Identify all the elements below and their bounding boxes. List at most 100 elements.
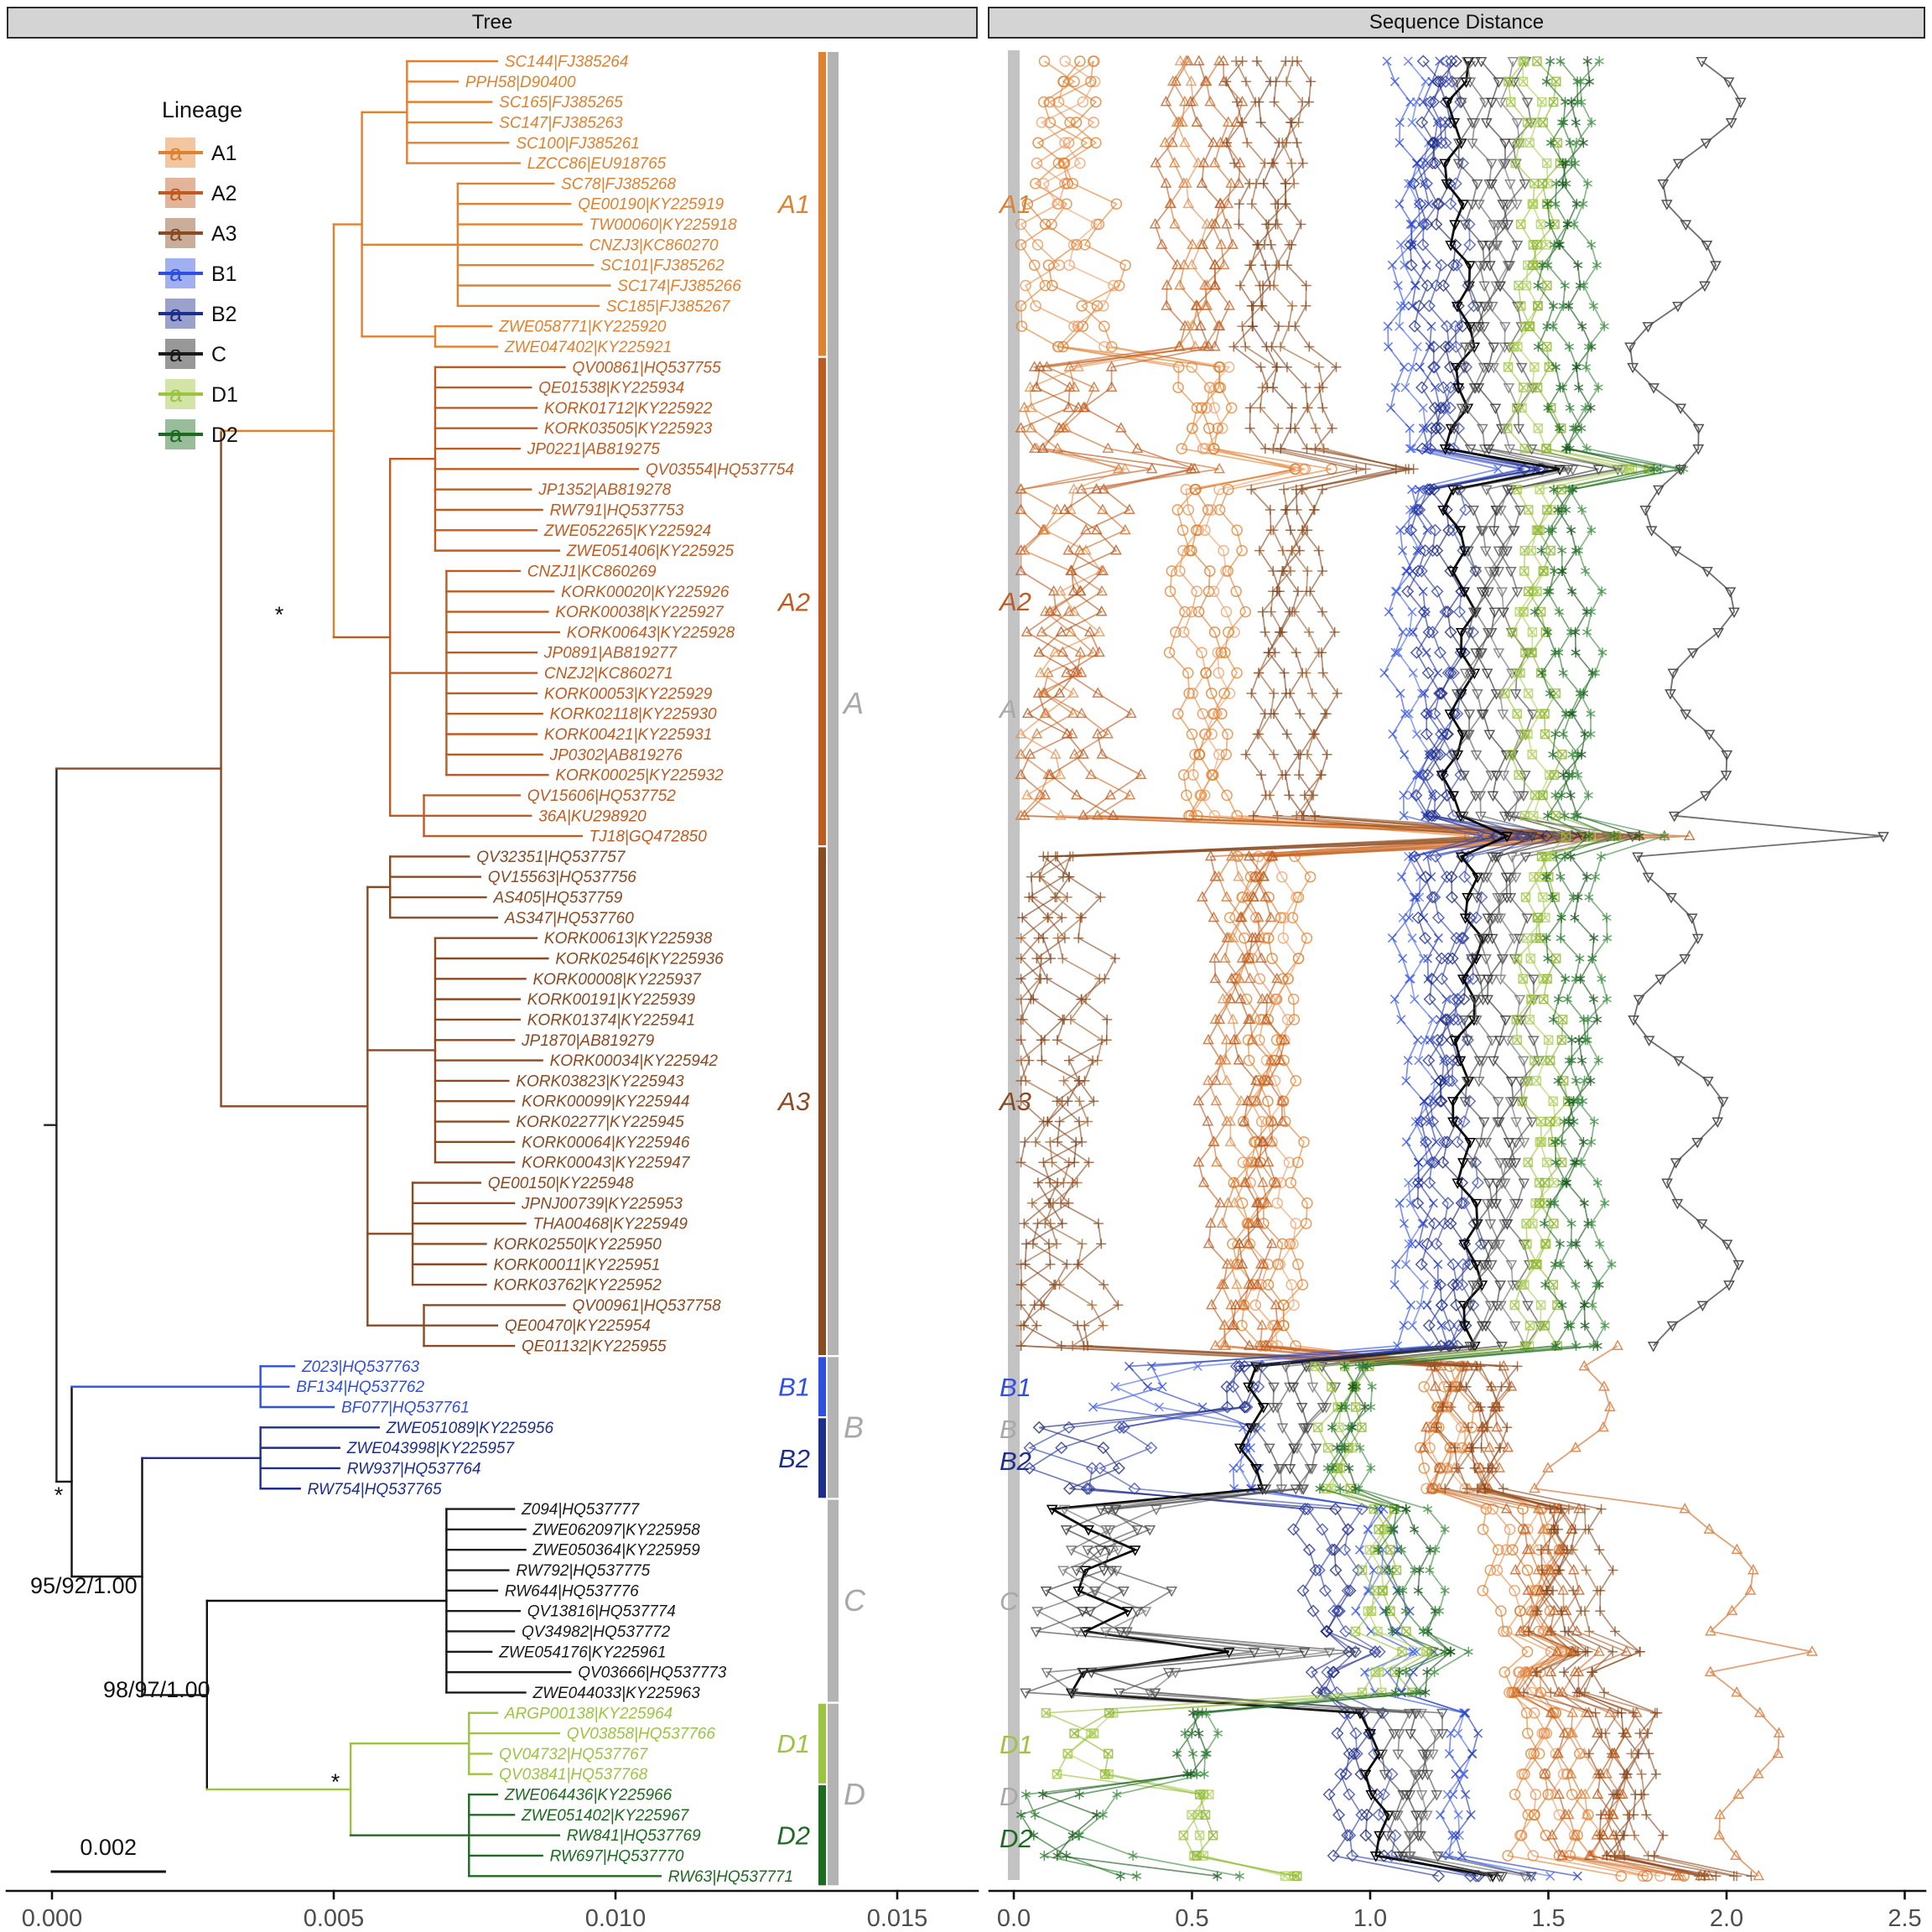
distance-trace-A3-5 <box>1054 60 1752 1877</box>
distance-markers-A2-2 <box>1015 55 1688 1881</box>
tip-label: SC144|FJ385264 <box>505 54 629 71</box>
distance-trace-B1-0 <box>1093 60 1532 1877</box>
tip-label: QE01538|KY225934 <box>538 380 684 397</box>
tip-label: QE00470|KY225954 <box>505 1317 651 1335</box>
distance-markers-D1-1 <box>1062 56 1638 1882</box>
tip-label: CNZJ2|KC860271 <box>544 665 673 683</box>
distance-trace-D2-3 <box>1077 60 1684 1877</box>
legend-item-B2: a B2 <box>158 299 237 329</box>
legend-item-label: A1 <box>211 142 237 165</box>
tip-label: KORK02277|KY225945 <box>516 1114 684 1131</box>
distance-clade-label-D: D <box>1000 1782 1018 1811</box>
tip-label: RW697|HQ537770 <box>550 1847 684 1865</box>
distance-trace-A1-3 <box>1040 60 1661 1877</box>
clade-group-bar-A <box>828 52 839 1356</box>
support-label: 98/97/1.00 <box>103 1677 210 1702</box>
distance-clade-label-A1: A1 <box>998 190 1031 219</box>
legend-key-glyph: a <box>169 422 183 447</box>
tip-label: ZWE064436|KY225966 <box>504 1787 673 1805</box>
axis-tick-label: 0.000 <box>22 1905 83 1932</box>
legend-key-glyph: a <box>169 341 183 366</box>
tip-label: QE00190|KY225919 <box>578 196 724 214</box>
zero-distance-band <box>1008 50 1020 1880</box>
distance-markers-A2-1 <box>1015 55 1685 1881</box>
tip-label: ZWE044033|KY225963 <box>532 1685 700 1702</box>
tip-label: SC165|FJ385265 <box>499 94 623 112</box>
tip-label: KORK02550|KY225950 <box>493 1236 662 1254</box>
legend-item-label: B2 <box>211 303 237 326</box>
tip-label: KORK00191|KY225939 <box>527 991 696 1009</box>
tip-label: KORK02546|KY225936 <box>555 950 724 968</box>
clade-group-bar-B <box>828 1357 839 1498</box>
tip-label: ZWE052265|KY225924 <box>543 522 711 540</box>
clade-bar-label: B1 <box>778 1373 810 1402</box>
axis-tick-label: 0.5 <box>1175 1905 1208 1932</box>
tip-label: RW937|HQ537764 <box>347 1460 481 1478</box>
distance-clade-label-D2: D2 <box>1000 1824 1033 1853</box>
legend-key-glyph: a <box>169 140 183 165</box>
clade-bar-A2 <box>818 357 826 846</box>
distance-trace-A2-1 <box>1019 60 1680 1877</box>
tip-label: 36A|KU298920 <box>538 808 647 825</box>
tip-label: RW63|HQ537771 <box>668 1868 793 1886</box>
support-label: * <box>55 1483 64 1508</box>
tip-label: QV03666|HQ537773 <box>578 1665 727 1682</box>
tip-label: CNZJ3|KC860270 <box>589 236 719 254</box>
tip-label: TJ18|GQ472850 <box>589 828 708 846</box>
distance-trace-C-outlier0 <box>1629 60 1884 1347</box>
distance-markers-C-0 <box>1046 57 1566 1883</box>
support-label: * <box>331 1769 340 1794</box>
clade-bar-label: A2 <box>776 587 810 616</box>
tip-label: RW791|HQ537753 <box>550 501 684 519</box>
tip-label: SC147|FJ385263 <box>499 114 623 132</box>
clade-bar-label: D2 <box>776 1821 810 1851</box>
distance-panel: A1 A2 A A3 B1 BB2 C D1 D D2 <box>998 50 1889 1883</box>
tip-label: QV00861|HQ537755 <box>573 359 722 377</box>
distance-trace-D1-2 <box>1072 60 1649 1877</box>
tip-label: KORK00008|KY225937 <box>532 971 702 989</box>
tip-label: AS405|HQ537759 <box>492 890 622 907</box>
axis-tick-label: 2.5 <box>1888 1905 1921 1932</box>
tip-label: RW841|HQ537769 <box>567 1827 701 1845</box>
distance-markers-B1-2 <box>1124 56 1582 1881</box>
distance-trace-D2-0 <box>1020 60 1654 1877</box>
tip-label: AS347|HQ537760 <box>504 910 634 927</box>
tip-label: QE01132|KY225955 <box>522 1338 667 1356</box>
legend-item-A3: a A3 <box>158 218 237 248</box>
tip-label: ZWE054176|KY225961 <box>498 1644 666 1661</box>
tip-label: QV03841|HQ537768 <box>499 1766 648 1784</box>
tip-label: KORK02118|KY225930 <box>550 706 717 724</box>
clade-group-label: D <box>844 1777 865 1811</box>
tip-label: KORK00421|KY225931 <box>544 726 712 744</box>
tip-label: KORK00011|KY225951 <box>493 1256 660 1274</box>
tip-label: ZWE047402|KY225921 <box>504 339 672 356</box>
tip-label: JP0302|AB819276 <box>549 746 683 764</box>
tip-label: Z094|HQ537777 <box>521 1501 641 1519</box>
distance-panel-header: Sequence Distance <box>988 7 1925 39</box>
tip-label: KORK00643|KY225928 <box>567 624 735 641</box>
tip-label: SC101|FJ385262 <box>600 257 724 275</box>
tip-label: JP1352|AB819278 <box>538 481 672 499</box>
clade-bar-label: A3 <box>776 1087 810 1116</box>
legend-item-label: C <box>211 343 226 366</box>
clade-group-bar-D <box>828 1703 839 1886</box>
tip-label: SC78|FJ385268 <box>561 175 676 193</box>
tip-label: ZWE051406|KY225925 <box>566 543 735 560</box>
tip-label: ARGP00138|KY225964 <box>504 1705 673 1722</box>
clade-bar-D1 <box>818 1703 826 1784</box>
distance-clade-label-C: C <box>1000 1587 1019 1616</box>
tip-label: THA00468|KY225949 <box>532 1216 688 1233</box>
tip-label: KORK03505|KY225923 <box>544 420 713 438</box>
legend-item-A1: a A1 <box>158 138 237 168</box>
axis-tick-label: 0.010 <box>585 1905 647 1932</box>
clade-group-label: B <box>844 1410 864 1444</box>
tip-label: JP1870|AB819279 <box>521 1032 655 1050</box>
tip-label: RW754|HQ537765 <box>308 1481 442 1498</box>
tip-label: ZWE051402|KY225967 <box>521 1807 690 1825</box>
tip-label: KORK00020|KY225926 <box>561 584 730 601</box>
distance-trace-A1-2 <box>1026 60 1648 1877</box>
distance-trace-B2-3 <box>1098 60 1572 1877</box>
tip-label: KORK00025|KY225932 <box>555 767 724 785</box>
